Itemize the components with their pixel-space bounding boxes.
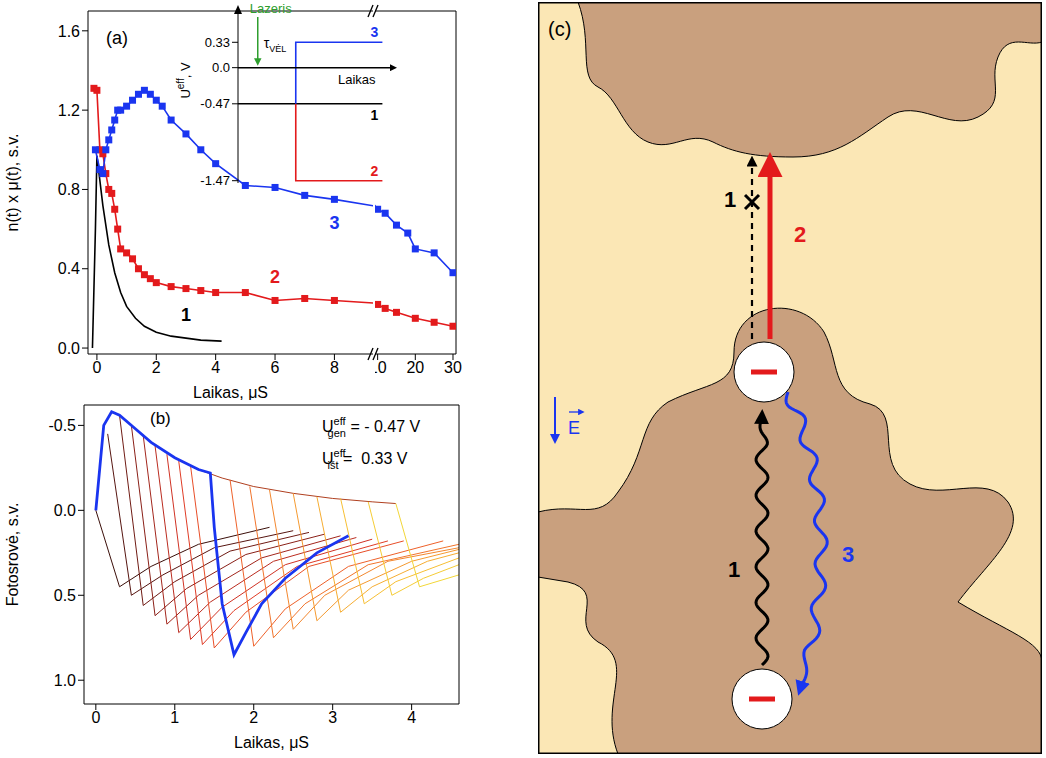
svg-text:4: 4 [407, 709, 416, 726]
svg-text:4: 4 [211, 359, 220, 376]
svg-text:Ueff, V: Ueff, V [175, 62, 193, 99]
svg-text:Fotosrovė, s.v.: Fotosrovė, s.v. [4, 503, 21, 607]
svg-text:n(t) x μ(t), s.v.: n(t) x μ(t), s.v. [4, 134, 21, 232]
svg-text:0.0: 0.0 [54, 502, 76, 519]
svg-text:Laikas, μS: Laikas, μS [193, 384, 268, 400]
svg-text:3: 3 [329, 213, 339, 233]
svg-text:τVĖL: τVĖL [264, 35, 287, 54]
svg-text:-1.47: -1.47 [200, 173, 230, 188]
svg-text:Ueffišt = 0.33 V: Ueffišt = 0.33 V [322, 447, 408, 471]
svg-text:Laikas, μS: Laikas, μS [234, 734, 309, 751]
svg-text:3: 3 [842, 542, 854, 567]
svg-text:Lazeris: Lazeris [250, 1, 292, 16]
svg-text:3: 3 [370, 24, 378, 40]
svg-text:2: 2 [249, 709, 258, 726]
svg-text:2: 2 [270, 267, 280, 287]
svg-text:0.8: 0.8 [58, 181, 80, 198]
svg-text:0.0: 0.0 [58, 340, 80, 357]
svg-text:30: 30 [444, 359, 462, 376]
svg-text:-0.5: -0.5 [48, 417, 76, 434]
svg-text:1: 1 [370, 107, 378, 123]
svg-text:0.0: 0.0 [212, 60, 230, 75]
svg-text:2: 2 [152, 359, 161, 376]
svg-text:1.2: 1.2 [58, 102, 80, 119]
svg-text:(c): (c) [548, 18, 571, 40]
svg-text:0: 0 [91, 709, 100, 726]
svg-text:2: 2 [370, 163, 378, 179]
svg-text:1: 1 [170, 709, 179, 726]
svg-text:10: 10 [375, 359, 387, 376]
svg-text:0.4: 0.4 [58, 260, 80, 277]
svg-text:1: 1 [181, 305, 191, 325]
svg-text:(a): (a) [106, 28, 128, 48]
svg-text:6: 6 [271, 359, 280, 376]
svg-text:-0.47: -0.47 [200, 96, 230, 111]
svg-text:Ueffgen = - 0.47 V: Ueffgen = - 0.47 V [322, 415, 421, 439]
svg-text:0.33: 0.33 [205, 35, 230, 50]
svg-text:8: 8 [330, 359, 339, 376]
svg-text:1: 1 [728, 557, 740, 582]
svg-text:1.6: 1.6 [58, 23, 80, 40]
svg-text:0.5: 0.5 [54, 587, 76, 604]
svg-text:1.0: 1.0 [54, 672, 76, 689]
svg-text:20: 20 [406, 359, 424, 376]
svg-text:E: E [568, 418, 580, 438]
svg-text:3: 3 [328, 709, 337, 726]
svg-text:1: 1 [724, 187, 736, 212]
svg-text:(b): (b) [150, 409, 171, 428]
svg-text:0: 0 [92, 359, 101, 376]
svg-text:Laikas: Laikas [338, 72, 376, 87]
svg-text:2: 2 [794, 222, 806, 247]
